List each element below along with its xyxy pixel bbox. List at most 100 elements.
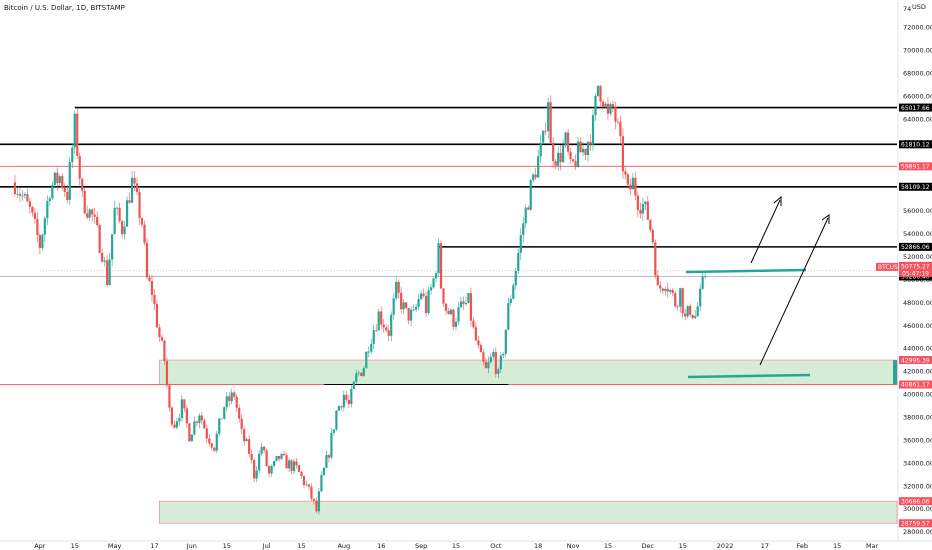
support-zone-1[interactable] — [159, 359, 898, 385]
candle-body[interactable] — [320, 475, 323, 492]
candle-body[interactable] — [340, 406, 343, 408]
candle-body[interactable] — [554, 161, 557, 166]
candle-body[interactable] — [621, 136, 625, 172]
candle-body[interactable] — [484, 361, 487, 369]
candle-body[interactable] — [701, 276, 704, 289]
candle-body[interactable] — [390, 314, 393, 336]
candle-body[interactable] — [223, 407, 226, 419]
candle-body[interactable] — [444, 303, 448, 311]
candle-body[interactable] — [487, 362, 490, 369]
candle-body[interactable] — [178, 418, 181, 422]
candle-body[interactable] — [66, 191, 69, 200]
candle-body[interactable] — [13, 182, 17, 195]
candle-body[interactable] — [135, 183, 139, 193]
candle-body[interactable] — [382, 324, 385, 328]
candle-body[interactable] — [581, 148, 585, 153]
candle-body[interactable] — [133, 177, 136, 184]
candle-body[interactable] — [459, 301, 463, 308]
candle-body[interactable] — [180, 399, 183, 419]
candle-body[interactable] — [116, 207, 119, 209]
candle-body[interactable] — [352, 381, 355, 389]
candle-body[interactable] — [365, 351, 368, 369]
candle-body[interactable] — [447, 310, 450, 315]
candle-body[interactable] — [377, 311, 380, 331]
candle-body[interactable] — [601, 101, 605, 107]
candle-body[interactable] — [497, 369, 500, 374]
candle-body[interactable] — [671, 290, 674, 294]
candle-body[interactable] — [579, 141, 582, 153]
candle-body[interactable] — [609, 104, 612, 114]
candle-body[interactable] — [502, 353, 505, 356]
candle-body[interactable] — [58, 176, 61, 184]
candle-body[interactable] — [213, 447, 216, 451]
candle-body[interactable] — [355, 373, 358, 382]
candle-body[interactable] — [400, 292, 403, 310]
candle-body[interactable] — [238, 407, 241, 419]
candle-body[interactable] — [307, 484, 311, 487]
candle-body[interactable] — [494, 351, 497, 374]
candle-body[interactable] — [327, 455, 330, 458]
candle-body[interactable] — [148, 277, 151, 282]
candle-body[interactable] — [153, 294, 156, 304]
candle-body[interactable] — [489, 356, 492, 363]
candle-body[interactable] — [646, 201, 649, 220]
candle-body[interactable] — [138, 192, 141, 219]
candle-body[interactable] — [183, 399, 186, 409]
candle-body[interactable] — [474, 327, 478, 341]
candle-body[interactable] — [248, 439, 251, 454]
candle-body[interactable] — [562, 144, 565, 163]
candle-body[interactable] — [290, 460, 293, 472]
candle-body[interactable] — [402, 302, 405, 310]
candle-body[interactable] — [322, 467, 326, 476]
candle-body[interactable] — [405, 302, 408, 308]
candle-body[interactable] — [198, 415, 201, 423]
candle-body[interactable] — [88, 209, 91, 218]
candle-body[interactable] — [654, 242, 657, 276]
candle-body[interactable] — [656, 275, 659, 286]
candle-body[interactable] — [330, 432, 333, 458]
candle-body[interactable] — [23, 194, 27, 196]
candle-body[interactable] — [233, 392, 236, 397]
candle-body[interactable] — [46, 201, 49, 219]
candle-body[interactable] — [16, 193, 19, 195]
candle-body[interactable] — [537, 156, 540, 178]
candle-body[interactable] — [342, 394, 345, 408]
candle-body[interactable] — [644, 201, 647, 205]
candle-body[interactable] — [479, 344, 482, 353]
candle-body[interactable] — [125, 200, 129, 227]
candle-body[interactable] — [258, 453, 261, 471]
candle-body[interactable] — [243, 428, 246, 442]
candle-body[interactable] — [200, 415, 203, 421]
candle-body[interactable] — [392, 298, 395, 315]
candle-body[interactable] — [412, 309, 415, 311]
candle-body[interactable] — [265, 450, 268, 466]
candle-body[interactable] — [255, 470, 258, 479]
candle-body[interactable] — [93, 214, 96, 217]
candle-body[interactable] — [664, 288, 667, 291]
candle-body[interactable] — [499, 355, 502, 370]
candle-body[interactable] — [362, 368, 365, 376]
candle-body[interactable] — [464, 303, 468, 305]
candle-body[interactable] — [81, 178, 84, 191]
candle-body[interactable] — [552, 142, 555, 162]
candle-body[interactable] — [165, 360, 169, 386]
candle-body[interactable] — [332, 429, 335, 433]
candle-body[interactable] — [302, 476, 306, 486]
candle-body[interactable] — [599, 85, 602, 102]
candle-body[interactable] — [68, 162, 71, 200]
candle-body[interactable] — [145, 242, 149, 278]
candle-body[interactable] — [452, 309, 455, 327]
candle-body[interactable] — [619, 121, 622, 137]
candle-body[interactable] — [432, 278, 435, 288]
candle-body[interactable] — [422, 293, 425, 296]
candle-body[interactable] — [317, 491, 321, 512]
candle-body[interactable] — [103, 260, 106, 262]
candle-body[interactable] — [542, 130, 545, 143]
candle-body[interactable] — [634, 177, 637, 196]
candle-body[interactable] — [544, 130, 547, 132]
candle-body[interactable] — [661, 288, 664, 291]
candle-body[interactable] — [424, 295, 428, 314]
candle-body[interactable] — [375, 330, 378, 332]
candle-body[interactable] — [557, 152, 560, 166]
candle-body[interactable] — [225, 396, 228, 408]
